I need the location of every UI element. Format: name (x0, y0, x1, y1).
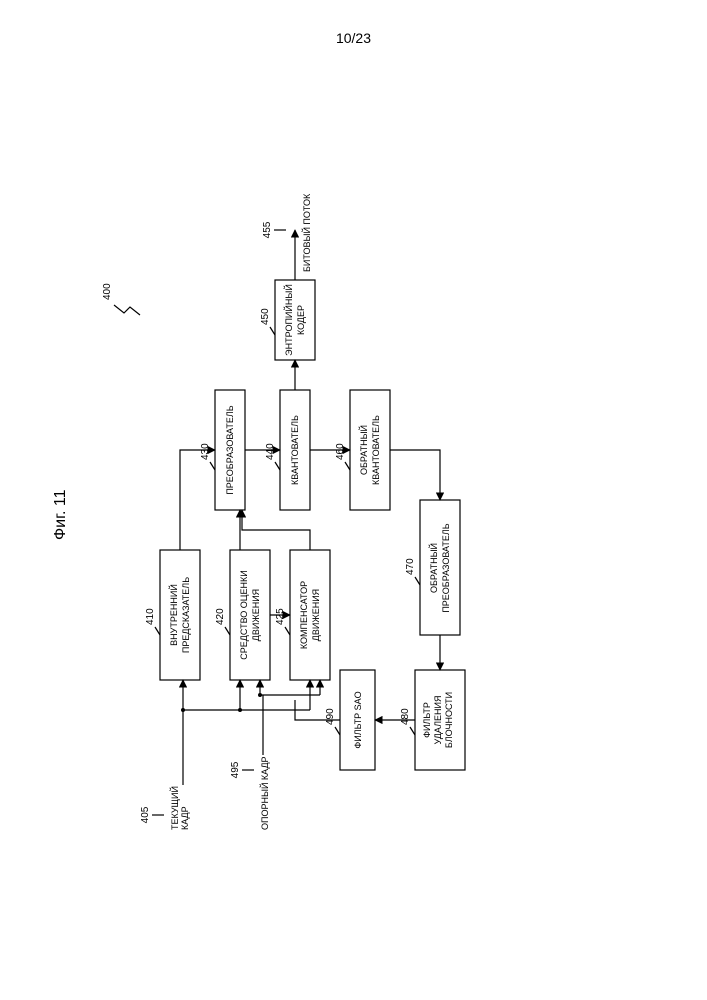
ref-460: 460 (335, 443, 346, 460)
block-entropy-l2: КОДЕР (296, 305, 306, 335)
block-me-l1: СРЕДСТВО ОЦЕНКИ (239, 570, 249, 659)
diagram-svg: Фиг. 11 400 405 ТЕКУЩИЙ КАДР 495 ОПОРНЫЙ… (0, 0, 707, 1000)
ref-410: 410 (145, 608, 156, 625)
ref-425: 425 (275, 608, 286, 625)
block-xform-l: ПРЕОБРАЗОВАТЕЛЬ (225, 405, 235, 494)
figure-label: Фиг. 11 (52, 489, 69, 540)
ref-420: 420 (215, 608, 226, 625)
block-iquant-l2: КВАНТОВАТЕЛЬ (371, 415, 381, 485)
block-intra (160, 550, 200, 680)
diagram-id: 400 (102, 283, 113, 300)
block-sao-l: ФИЛЬТР SAO (353, 691, 363, 748)
block-deblock-l2: УДАЛЕНИЯ (433, 696, 443, 745)
block-mc-l1: КОМПЕНСАТОР (299, 581, 309, 649)
ref-430: 430 (200, 443, 211, 460)
block-entropy-l1: ЭНТРОПИЙНЫЙ (283, 284, 294, 356)
label-current-frame-1: ТЕКУЩИЙ (169, 786, 180, 830)
block-iquant (350, 390, 390, 510)
block-mc-l2: ДВИЖЕНИЯ (311, 589, 321, 641)
block-intra-l1: ВНУТРЕННИЙ (168, 584, 179, 646)
ref-480: 480 (400, 708, 411, 725)
block-ixform (420, 500, 460, 635)
block-me-l2: ДВИЖЕНИЯ (251, 589, 261, 641)
block-ixform-l2: ПРЕОБРАЗОВАТЕЛЬ (441, 523, 451, 612)
ref-495: 495 (230, 761, 241, 778)
block-deblock-l3: БЛОЧНОСТИ (444, 692, 454, 748)
label-ref-frame: ОПОРНЫЙ КАДР (259, 756, 270, 830)
block-intra-l2: ПРЕДСКАЗАТЕЛЬ (181, 577, 191, 653)
block-iquant-l1: ОБРАТНЫЙ (358, 425, 369, 475)
ref-405: 405 (140, 806, 151, 823)
block-entropy (275, 280, 315, 360)
block-quant-l: КВАНТОВАТЕЛЬ (290, 415, 300, 485)
block-deblock-l1: ФИЛЬТР (422, 702, 432, 738)
label-current-frame-2: КАДР (180, 806, 190, 830)
block-mc (290, 550, 330, 680)
ref-470: 470 (405, 558, 416, 575)
ref-455: 455 (262, 221, 273, 238)
ref-440: 440 (265, 443, 276, 460)
block-ixform-l1: ОБРАТНЫЙ (428, 543, 439, 593)
block-me (230, 550, 270, 680)
label-bitstream: БИТОВЫЙ ПОТОК (301, 193, 312, 272)
ref-450: 450 (260, 308, 271, 325)
ref-490: 490 (325, 708, 336, 725)
